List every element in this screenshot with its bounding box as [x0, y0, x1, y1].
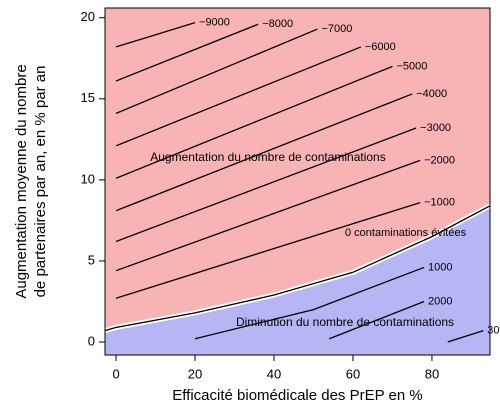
contour-label: 0 contaminations évitées	[345, 227, 467, 239]
contour-label: −4000	[416, 88, 447, 100]
y-axis-title: Augmentation moyenne du nombre	[13, 64, 30, 298]
x-tick-label: 60	[346, 366, 360, 381]
contour-label: −9000	[199, 16, 230, 28]
region-label: Diminution du nombre de contaminations	[236, 315, 454, 329]
contour-line	[329, 300, 425, 340]
contour-label: −3000	[420, 122, 451, 134]
contour-line	[115, 159, 421, 272]
contour-line	[115, 23, 259, 82]
plot-frame	[104, 7, 491, 356]
x-tick-label: 20	[188, 366, 202, 381]
y-axis-title: de partenaires par an, en % par an	[32, 66, 49, 298]
contour-line	[115, 201, 421, 299]
contour-label: 3000	[487, 325, 500, 337]
contour-line	[115, 21, 196, 48]
region-label: Augmentation du nombre de contaminations	[150, 150, 385, 164]
x-tick-label: 80	[425, 366, 439, 381]
x-axis-title: Efficacité biomédicale des PrEP en %	[172, 387, 422, 404]
contour-line	[447, 330, 484, 343]
contour-label: −2000	[424, 154, 455, 166]
region-above	[105, 8, 490, 331]
contour-line	[115, 93, 413, 212]
contour-label: 2000	[428, 295, 452, 307]
region-below	[105, 205, 490, 355]
contour-line	[115, 46, 362, 147]
contour-label: −8000	[262, 18, 293, 30]
contour-label: −6000	[365, 41, 396, 53]
y-tick-label: 10	[81, 171, 95, 186]
contour-label: 1000	[428, 261, 452, 273]
contour-line	[115, 65, 393, 179]
y-tick-label: 0	[88, 333, 95, 348]
x-tick-label: 40	[267, 366, 281, 381]
y-tick-label: 5	[88, 252, 95, 267]
contour-label: −5000	[396, 60, 427, 72]
y-tick-label: 15	[81, 90, 95, 105]
contour-label: −7000	[321, 23, 352, 35]
x-tick-label: 0	[112, 366, 119, 381]
contour-line	[115, 127, 417, 243]
contour-label: −1000	[424, 196, 455, 208]
contour-line	[115, 28, 318, 114]
contour-line	[104, 205, 491, 332]
y-tick-label: 20	[81, 9, 95, 24]
contour-line	[194, 266, 425, 340]
